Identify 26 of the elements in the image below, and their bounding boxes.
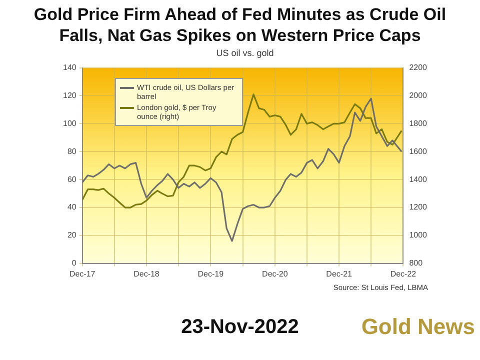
x-tick-label: Dec-17 [69,269,96,278]
y2-tick-label: 1200 [409,202,428,212]
y-tick-label: 80 [67,146,77,156]
y-tick-label: 40 [67,202,77,212]
y2-tick-label: 2200 [409,63,428,72]
y-tick-label: 120 [62,90,77,100]
y2-tick-label: 1800 [409,118,428,128]
chart-title: Gold Price Firm Ahead of Fed Minutes as Crude Oil Falls, Nat Gas Spikes on Western Price Caps [32,4,448,46]
y2-tick-label: 1600 [409,146,428,156]
y-tick-label: 0 [72,258,77,268]
y-tick-label: 140 [62,63,77,72]
text: 23-Nov-2022 [180,316,300,339]
y2-tick-label: 2000 [409,90,428,100]
y2-tick-label: 1000 [409,230,428,240]
x-tick-label: Dec-18 [134,269,160,278]
text: Gold News [360,314,475,340]
y2-tick-label: 800 [409,258,424,268]
x-tick-label: Dec-20 [262,269,288,278]
y-tick-label: 20 [67,230,77,240]
y2-tick-label: 1400 [409,174,428,184]
y-tick-label: 60 [67,174,77,184]
x-tick-label: Dec-21 [326,269,353,278]
y-tick-label: 100 [62,118,77,128]
chart-subtitle: US oil vs. gold [215,48,275,58]
x-tick-label: Dec-22 [390,269,417,278]
x-tick-label: Dec-19 [198,269,224,278]
